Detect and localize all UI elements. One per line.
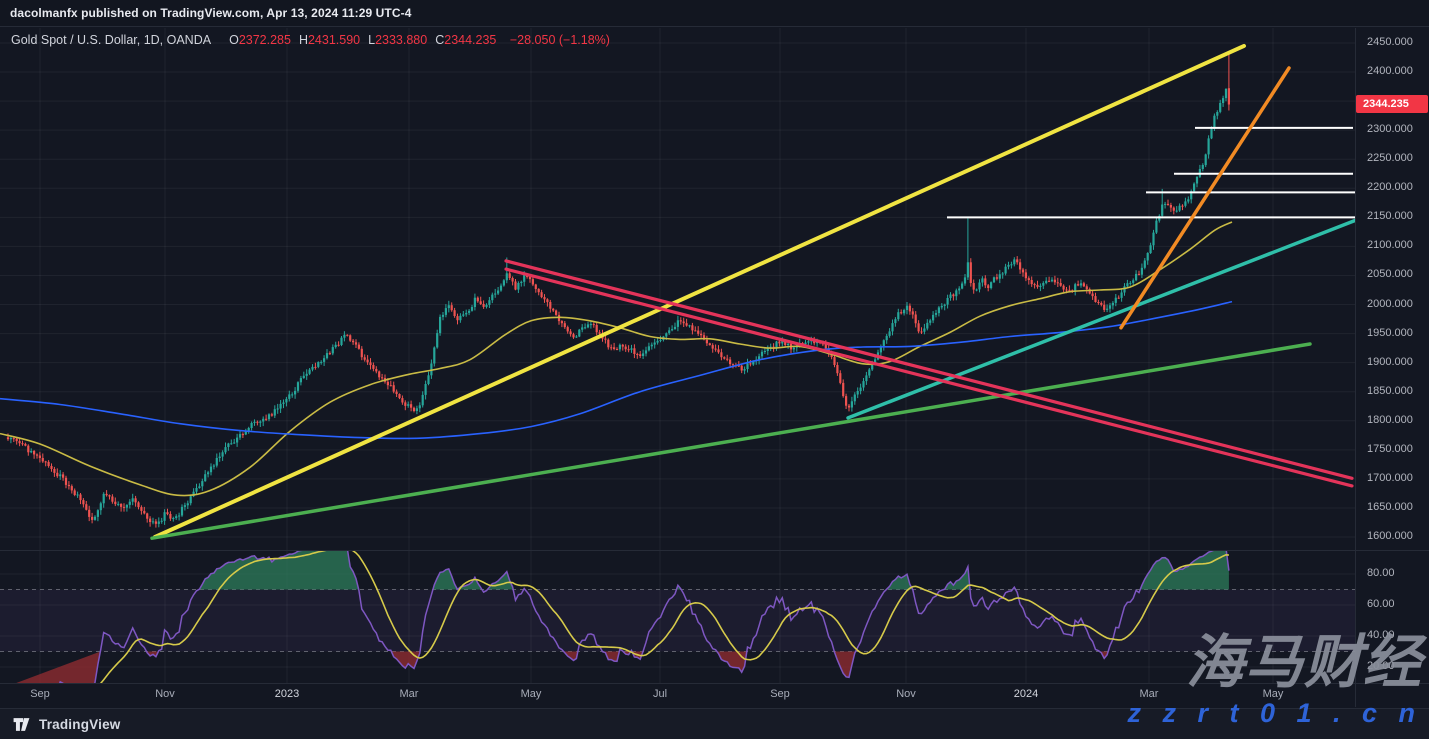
ohlc-field-value: 2431.590 xyxy=(307,33,361,47)
symbol-title: Gold Spot / U.S. Dollar, 1D, OANDA xyxy=(11,33,212,47)
price-axis-label: 2050.000 xyxy=(1367,268,1413,281)
rsi-axis-label: 40.00 xyxy=(1367,629,1395,641)
price-axis-label: 2400.000 xyxy=(1367,65,1413,78)
time-axis-label: 2023 xyxy=(274,688,300,700)
price-axis-label: 2150.000 xyxy=(1367,210,1413,223)
time-axis[interactable]: Sep Nov 2023 Mar May Jul Sep Nov 2024 Mar May xyxy=(0,684,1355,707)
ohlc-field-label: C xyxy=(435,33,445,47)
price-axis-label: 2450.000 xyxy=(1367,36,1413,48)
price-axis-label: 2300.000 xyxy=(1367,123,1413,136)
publish-header-bar: dacolmanfx published on TradingView.com,… xyxy=(0,0,1429,27)
ohlc-field-label: L xyxy=(368,33,376,47)
time-axis-label: Nov xyxy=(155,688,175,700)
price-axis-label: 2100.000 xyxy=(1367,239,1413,252)
rsi-axis-label: 60.00 xyxy=(1367,598,1395,610)
time-axis-label: Mar xyxy=(1139,688,1159,700)
time-axis-label: May xyxy=(1262,688,1284,700)
price-axis-label: 1750.000 xyxy=(1367,442,1413,455)
chart-grid xyxy=(0,28,1355,683)
rsi-axis-label: 80.00 xyxy=(1367,567,1395,579)
price-pane[interactable] xyxy=(0,43,1360,540)
change-value: −28.050 (−1.18%) xyxy=(509,33,610,47)
ohlc-field-label: O xyxy=(229,33,239,47)
price-axis-label: 2250.000 xyxy=(1367,152,1413,165)
time-axis-label: May xyxy=(520,688,542,700)
time-axis-label: Sep xyxy=(30,688,50,700)
rsi-pane[interactable] xyxy=(0,547,1355,692)
price-axis[interactable]: 2344.235 2450.0002400.0002350.0002300.00… xyxy=(1356,0,1429,707)
time-axis-label: Jul xyxy=(652,688,668,700)
tradingview-logo-icon xyxy=(12,715,31,734)
ohlc-field-value: 2333.880 xyxy=(375,33,428,47)
ohlc-field-value: 2344.235 xyxy=(444,33,497,47)
price-axis-label: 2000.000 xyxy=(1367,297,1413,310)
price-axis-label: 1650.000 xyxy=(1367,500,1413,513)
publish-header-text: dacolmanfx published on TradingView.com,… xyxy=(10,6,412,20)
time-axis-label: Mar xyxy=(399,688,419,700)
price-axis-label: 1600.000 xyxy=(1367,530,1413,542)
price-axis-label: 1700.000 xyxy=(1367,471,1413,484)
last-price-badge: 2344.235 xyxy=(1356,95,1428,114)
price-axis-label: 1800.000 xyxy=(1367,413,1413,426)
symbol-legend: Gold Spot / U.S. Dollar, 1D, OANDA O2372.… xyxy=(11,33,610,47)
price-axis-label: 1900.000 xyxy=(1367,355,1413,368)
tradingview-link[interactable]: TradingView xyxy=(12,715,120,734)
time-axis-label: Sep xyxy=(770,688,790,700)
pane-separators xyxy=(0,28,1429,707)
price-axis-label: 1950.000 xyxy=(1367,326,1413,339)
footer-bar: TradingView xyxy=(0,708,1429,739)
time-axis-label: Nov xyxy=(896,688,916,700)
price-axis-label: 2200.000 xyxy=(1367,181,1413,194)
tradingview-brand-text: TradingView xyxy=(39,716,121,732)
price-axis-label: 1850.000 xyxy=(1367,384,1413,397)
time-axis-label: 2024 xyxy=(1013,688,1039,700)
ohlc-field-label: H xyxy=(298,33,308,47)
ohlc-field-value: 2372.285 xyxy=(238,33,291,47)
rsi-axis-label: 20.00 xyxy=(1367,660,1395,672)
